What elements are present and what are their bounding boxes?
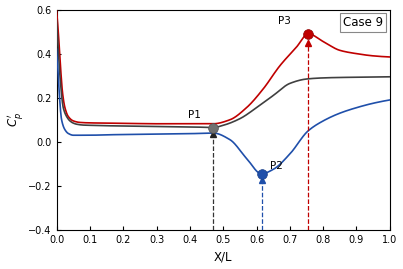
- Text: P2: P2: [270, 161, 283, 171]
- Text: P1: P1: [188, 109, 201, 120]
- Y-axis label: $C_p'$: $C_p'$: [6, 112, 25, 127]
- Text: P3: P3: [278, 16, 291, 26]
- X-axis label: X/L: X/L: [214, 250, 233, 263]
- Text: Case 9: Case 9: [343, 16, 383, 29]
